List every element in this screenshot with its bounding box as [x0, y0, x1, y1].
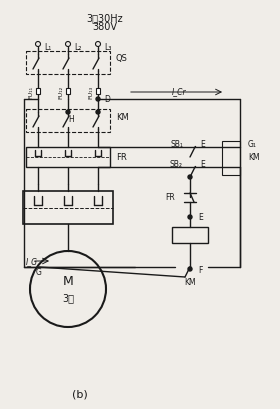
Text: FU₁₁: FU₁₁ [28, 85, 33, 98]
Text: 380V: 380V [92, 22, 118, 32]
Text: H: H [68, 114, 74, 123]
Circle shape [188, 175, 192, 180]
Circle shape [96, 111, 100, 115]
Text: KM: KM [248, 153, 260, 162]
Circle shape [66, 111, 70, 115]
Text: I_Cr: I_Cr [172, 87, 186, 96]
Bar [172, 227, 208, 243]
Text: E: E [201, 140, 205, 149]
Text: G: G [36, 268, 42, 277]
Bar [36, 89, 40, 95]
Text: L₁: L₁ [44, 43, 51, 52]
Text: L₂: L₂ [74, 43, 81, 52]
Text: FU₁₂: FU₁₂ [58, 85, 63, 98]
Text: (b): (b) [72, 389, 88, 399]
Text: E: E [201, 160, 205, 169]
Bar [96, 89, 100, 95]
Text: FU₁₃: FU₁₃ [88, 85, 93, 98]
Text: SB₂: SB₂ [170, 160, 183, 169]
Text: E: E [198, 213, 203, 222]
Text: D: D [104, 95, 110, 104]
Text: I_G: I_G [26, 257, 38, 266]
Text: 3～: 3～ [62, 292, 74, 302]
Text: F: F [198, 266, 202, 275]
Text: M: M [63, 275, 73, 288]
Text: FR: FR [116, 153, 127, 162]
Text: FR: FR [165, 193, 175, 202]
Text: KM: KM [116, 113, 129, 122]
Text: G₁: G₁ [248, 140, 257, 149]
Circle shape [188, 216, 192, 220]
Text: SB₁: SB₁ [170, 140, 183, 149]
Circle shape [188, 267, 192, 271]
Text: 3～30Hz: 3～30Hz [87, 13, 123, 23]
Text: QS: QS [116, 53, 128, 62]
Text: L₃: L₃ [104, 43, 111, 52]
Text: KM: KM [184, 278, 196, 287]
Circle shape [96, 98, 100, 102]
Bar [66, 89, 70, 95]
